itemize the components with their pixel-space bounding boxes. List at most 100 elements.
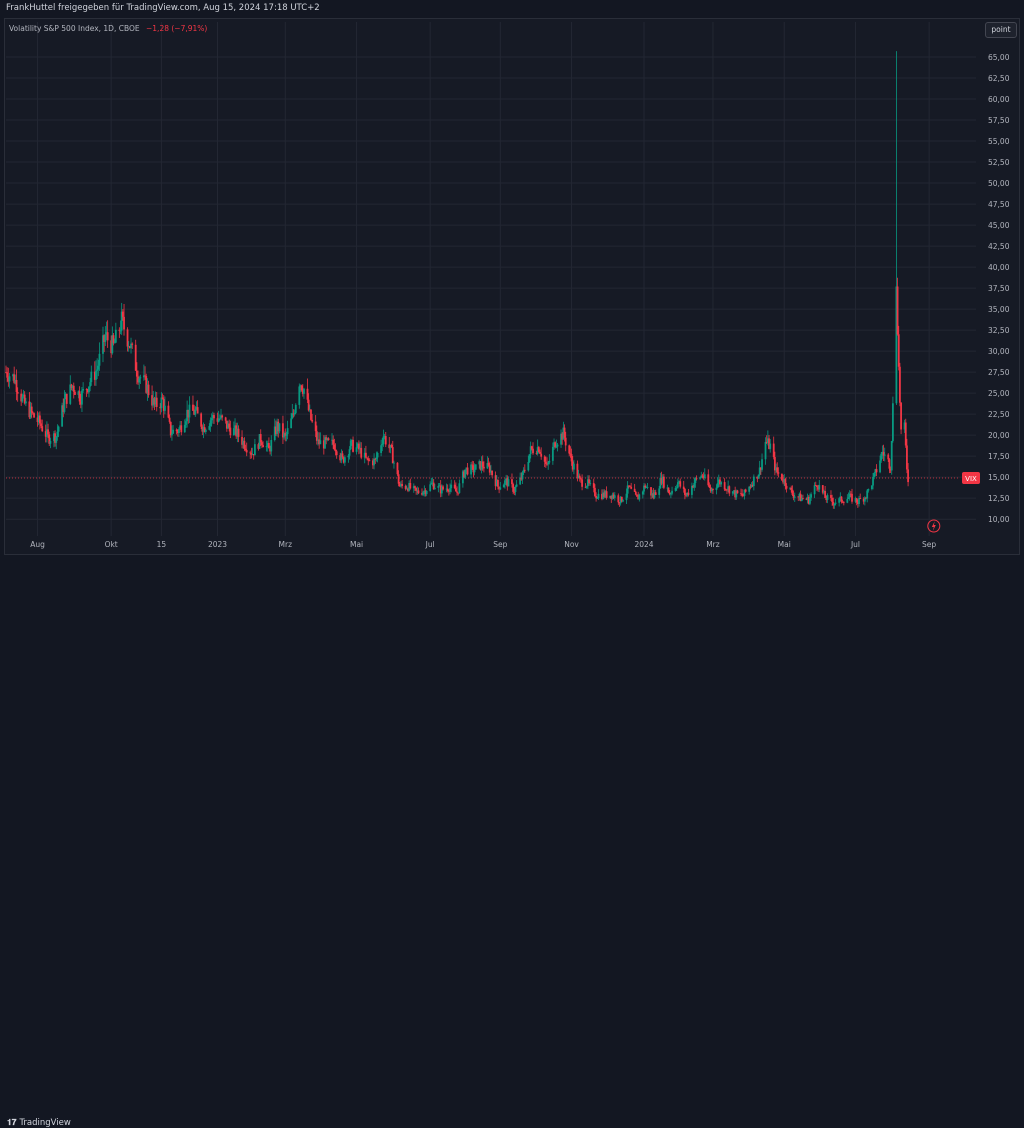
candle-body <box>200 413 203 427</box>
candle-body <box>560 433 562 445</box>
candle-body <box>144 375 146 377</box>
candle-body <box>375 457 378 460</box>
vix-candlestick-chart[interactable]: 10,00 12,50 15,00 17,50 20,00 22,50 25,00 27,50… <box>0 0 1024 577</box>
candle-body <box>668 492 671 495</box>
candle-body <box>142 375 145 378</box>
price-scale-mode-button[interactable]: point <box>985 22 1017 38</box>
candle-body <box>400 483 402 487</box>
candle-body <box>41 426 44 432</box>
candle-body <box>348 449 351 456</box>
candle-body <box>257 444 260 449</box>
candle-body <box>183 424 186 433</box>
candle-body <box>180 425 183 433</box>
candle-body <box>382 436 385 445</box>
candle-body <box>276 421 278 434</box>
candle-body <box>551 446 554 461</box>
candle-body <box>495 480 498 487</box>
candle-body <box>717 479 720 484</box>
candle-body <box>45 429 48 437</box>
candle-body <box>319 440 322 445</box>
candle-body <box>577 475 580 479</box>
candle-body <box>61 405 63 427</box>
x-tick-label: Jul <box>425 540 435 549</box>
candle-body <box>866 490 869 499</box>
y-tick-label: 62,50 <box>988 74 1010 83</box>
candle-body <box>269 448 271 452</box>
candle-body <box>873 473 876 477</box>
candle-body <box>213 415 215 419</box>
x-tick-label: Jul <box>850 540 860 549</box>
candle-body <box>409 482 412 489</box>
last-price-badge <box>962 472 980 485</box>
candle-body <box>439 485 442 494</box>
candle-body <box>285 434 288 436</box>
candle-body <box>653 492 656 498</box>
candle-body <box>253 444 256 456</box>
candle-body <box>161 397 164 399</box>
candle-body <box>570 454 573 462</box>
candle-body <box>311 419 314 422</box>
y-tick-label: 20,00 <box>988 431 1010 440</box>
candle-body <box>93 371 96 380</box>
candle-body <box>71 385 74 388</box>
candle-body <box>761 459 763 470</box>
candle-body <box>438 485 441 487</box>
candle-body <box>224 417 227 421</box>
candle-body <box>131 343 134 345</box>
candle-body <box>749 486 752 488</box>
candle-body <box>741 493 744 496</box>
candle-body <box>487 463 490 466</box>
y-axis: 10,00 12,50 15,00 17,50 20,00 22,50 25,00 27,50… <box>988 53 1010 524</box>
y-tick-label: 50,00 <box>988 179 1010 188</box>
candle-body <box>646 487 649 488</box>
candle-body <box>393 462 395 464</box>
candle-body <box>483 466 485 469</box>
candle-body <box>491 470 494 476</box>
candle-body <box>855 498 858 503</box>
candle-body <box>816 485 818 487</box>
candle-body <box>547 462 550 465</box>
candle-body <box>134 344 137 371</box>
candle-body <box>521 472 524 480</box>
candle-body <box>114 329 117 343</box>
candle-body <box>824 491 827 498</box>
candle-body <box>81 390 83 405</box>
candle-body <box>446 488 449 491</box>
candle-body <box>661 476 664 484</box>
candle-body <box>14 379 17 383</box>
candle-body <box>457 492 460 494</box>
candle-body <box>734 490 737 498</box>
candle-body <box>273 426 276 441</box>
candle-body <box>682 486 685 489</box>
candle-body <box>113 342 116 344</box>
candle-body <box>799 493 802 502</box>
candle-body <box>825 497 828 500</box>
candle-body <box>832 502 835 506</box>
candle-body <box>372 460 374 466</box>
candle-body <box>283 433 286 438</box>
candle-body <box>193 410 196 415</box>
candle-body <box>769 443 772 449</box>
candle-body <box>56 431 59 437</box>
candle-body <box>700 475 703 478</box>
candle-body <box>719 479 721 485</box>
candle-body <box>300 385 303 391</box>
candle-body <box>453 484 456 489</box>
chart-pane[interactable] <box>4 18 1020 555</box>
candle-body <box>317 439 319 441</box>
candle-body <box>556 444 559 447</box>
candle-body <box>250 453 253 455</box>
candle-body <box>97 365 100 370</box>
candle-body <box>685 494 687 496</box>
candle-body <box>785 485 788 489</box>
candle-body <box>611 494 614 499</box>
x-axis: Aug Okt 15 2023 Mrz Mai Jul Sep Nov 2024 Mrz Mai Jul… <box>30 540 936 549</box>
candle-body <box>415 487 418 491</box>
candle-body <box>603 492 606 497</box>
candle-body <box>241 436 243 445</box>
event-lightning-icon[interactable] <box>927 519 941 533</box>
candle-body <box>539 451 541 454</box>
candle-body <box>863 497 866 502</box>
candle-body <box>490 470 492 473</box>
candle-body <box>120 311 123 331</box>
